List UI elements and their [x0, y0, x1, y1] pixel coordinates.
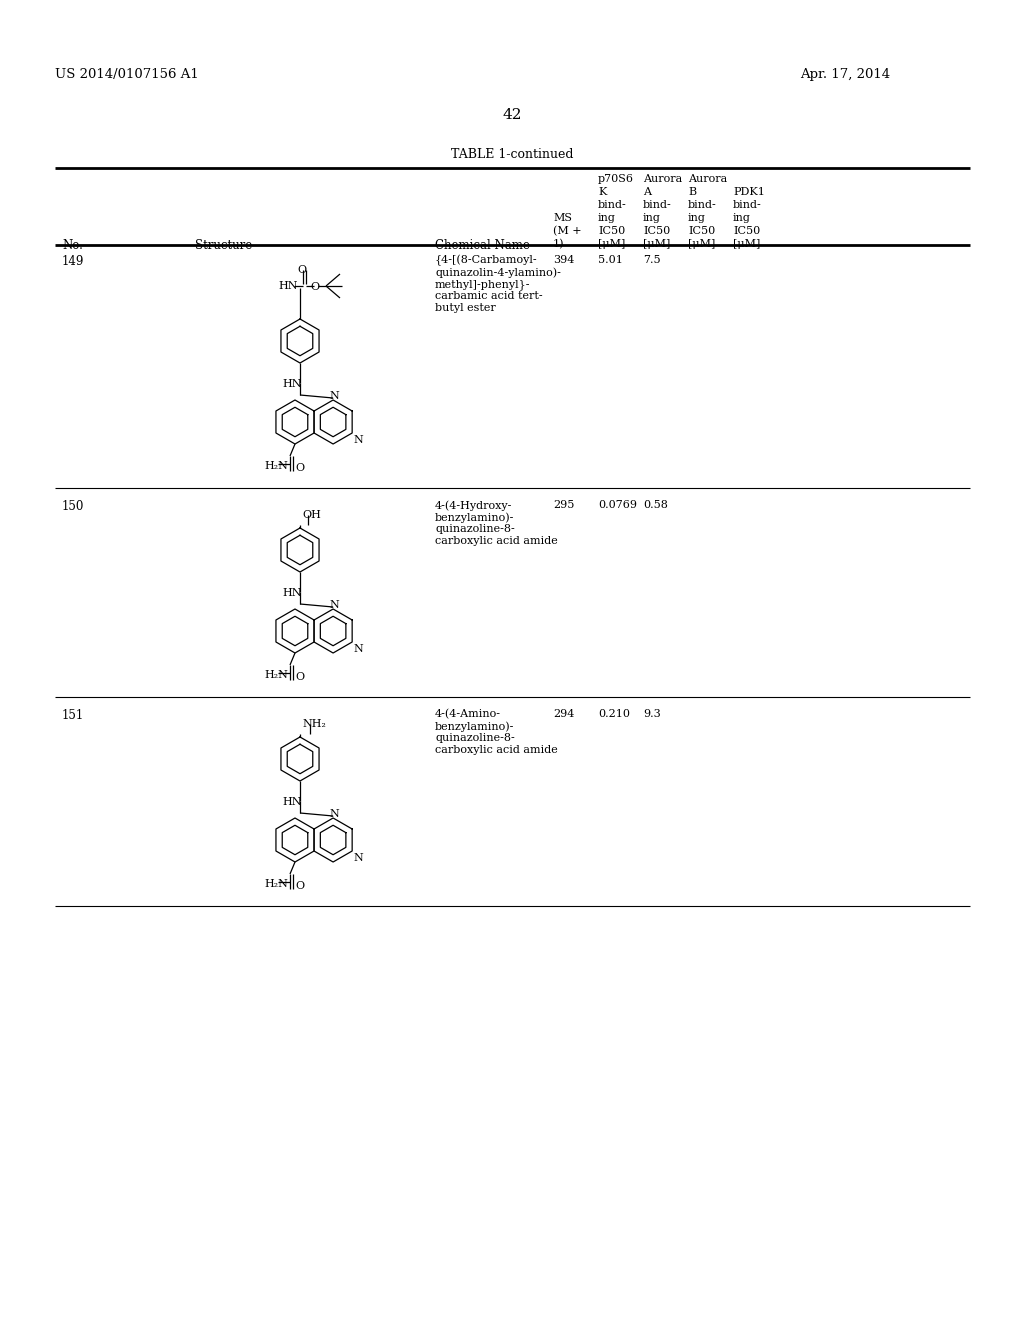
- Text: HN: HN: [278, 281, 298, 290]
- Text: IC50: IC50: [598, 226, 626, 236]
- Text: ing: ing: [643, 213, 660, 223]
- Text: [μM]: [μM]: [643, 239, 671, 249]
- Text: bind-: bind-: [643, 201, 672, 210]
- Text: 150: 150: [62, 500, 84, 513]
- Text: IC50: IC50: [688, 226, 715, 236]
- Text: Aurora: Aurora: [643, 174, 682, 183]
- Text: 0.210: 0.210: [598, 709, 630, 719]
- Text: B: B: [688, 187, 696, 197]
- Text: [μM]: [μM]: [733, 239, 761, 249]
- Text: No.: No.: [62, 239, 83, 252]
- Text: quinazoline-8-: quinazoline-8-: [435, 733, 515, 743]
- Text: carbamic acid tert-: carbamic acid tert-: [435, 290, 543, 301]
- Text: N: N: [329, 391, 339, 401]
- Text: benzylamino)-: benzylamino)-: [435, 721, 514, 731]
- Text: OH: OH: [302, 510, 321, 520]
- Text: benzylamino)-: benzylamino)-: [435, 512, 514, 523]
- Text: O: O: [310, 282, 319, 292]
- Text: N: N: [353, 853, 362, 863]
- Text: O: O: [295, 463, 304, 473]
- Text: 5.01: 5.01: [598, 255, 623, 265]
- Text: p70S6: p70S6: [598, 174, 634, 183]
- Text: carboxylic acid amide: carboxylic acid amide: [435, 744, 558, 755]
- Text: Chemical Name: Chemical Name: [435, 239, 529, 252]
- Text: 394: 394: [553, 255, 574, 265]
- Text: 4-(4-Hydroxy-: 4-(4-Hydroxy-: [435, 500, 512, 511]
- Text: O: O: [295, 880, 304, 891]
- Text: H₂N: H₂N: [264, 671, 288, 680]
- Text: Apr. 17, 2014: Apr. 17, 2014: [800, 69, 890, 81]
- Text: N: N: [353, 644, 362, 653]
- Text: HN: HN: [282, 797, 301, 807]
- Text: ing: ing: [598, 213, 615, 223]
- Text: (M +: (M +: [553, 226, 582, 236]
- Text: NH₂: NH₂: [302, 719, 326, 729]
- Text: K: K: [598, 187, 606, 197]
- Text: Aurora: Aurora: [688, 174, 727, 183]
- Text: 149: 149: [62, 255, 84, 268]
- Text: 295: 295: [553, 500, 574, 510]
- Text: butyl ester: butyl ester: [435, 304, 496, 313]
- Text: H₂N: H₂N: [264, 879, 288, 888]
- Text: bind-: bind-: [598, 201, 627, 210]
- Text: {4-[(8-Carbamoyl-: {4-[(8-Carbamoyl-: [435, 255, 538, 267]
- Text: HN: HN: [282, 379, 301, 389]
- Text: 151: 151: [62, 709, 84, 722]
- Text: N: N: [353, 436, 362, 445]
- Text: methyl]-phenyl}-: methyl]-phenyl}-: [435, 279, 530, 290]
- Text: US 2014/0107156 A1: US 2014/0107156 A1: [55, 69, 199, 81]
- Text: 4-(4-Amino-: 4-(4-Amino-: [435, 709, 501, 719]
- Text: bind-: bind-: [688, 201, 717, 210]
- Text: HN: HN: [282, 587, 301, 598]
- Text: O: O: [295, 672, 304, 682]
- Text: N: N: [329, 601, 339, 610]
- Text: ing: ing: [733, 213, 751, 223]
- Text: PDK1: PDK1: [733, 187, 765, 197]
- Text: bind-: bind-: [733, 201, 762, 210]
- Text: TABLE 1-continued: TABLE 1-continued: [451, 148, 573, 161]
- Text: IC50: IC50: [643, 226, 671, 236]
- Text: MS: MS: [553, 213, 572, 223]
- Text: H₂N: H₂N: [264, 461, 288, 471]
- Text: N: N: [329, 809, 339, 818]
- Text: carboxylic acid amide: carboxylic acid amide: [435, 536, 558, 546]
- Text: quinazolin-4-ylamino)-: quinazolin-4-ylamino)-: [435, 267, 561, 277]
- Text: 1): 1): [553, 239, 564, 249]
- Text: [μM]: [μM]: [598, 239, 626, 249]
- Text: 0.0769: 0.0769: [598, 500, 637, 510]
- Text: ing: ing: [688, 213, 706, 223]
- Text: [μM]: [μM]: [688, 239, 716, 249]
- Text: 0.58: 0.58: [643, 500, 668, 510]
- Text: 42: 42: [502, 108, 522, 121]
- Text: O: O: [297, 265, 306, 275]
- Text: A: A: [643, 187, 651, 197]
- Text: 294: 294: [553, 709, 574, 719]
- Text: 7.5: 7.5: [643, 255, 660, 265]
- Text: quinazoline-8-: quinazoline-8-: [435, 524, 515, 535]
- Text: IC50: IC50: [733, 226, 760, 236]
- Text: Structure: Structure: [195, 239, 252, 252]
- Text: 9.3: 9.3: [643, 709, 660, 719]
